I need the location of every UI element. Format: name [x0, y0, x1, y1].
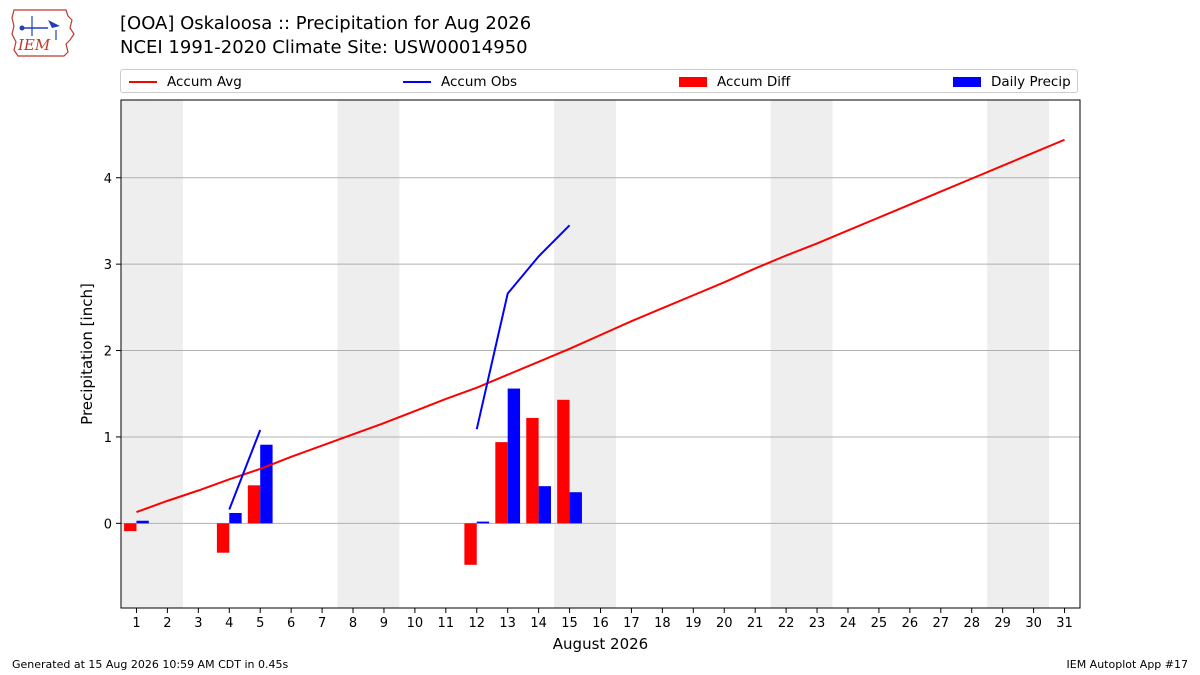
accum-diff-bar-day-13: [495, 442, 508, 524]
daily-precip-bar-day-1: [136, 520, 149, 524]
x-tick-label: 17: [623, 616, 640, 631]
x-tick-label: 31: [1056, 616, 1073, 631]
y-tick-label: 4: [104, 172, 112, 187]
weekend-shade-2: [554, 100, 616, 608]
daily-precip-bar-day-15: [569, 492, 582, 524]
y-tick-label: 1: [104, 431, 112, 446]
x-tick-label: 21: [747, 616, 764, 631]
x-tick-label: 7: [318, 616, 326, 631]
y-tick-label: 3: [104, 258, 112, 273]
weekend-shade-4: [987, 100, 1050, 608]
accum-diff-bar-day-1: [124, 523, 137, 532]
legend-daily-precip: Daily Precip: [953, 73, 1071, 91]
accum-avg-line: [136, 138, 1065, 514]
legend-accum-avg: Accum Avg: [129, 73, 242, 91]
x-tick-label: 19: [685, 616, 702, 631]
accum-diff-bar-day-5: [247, 485, 261, 524]
x-tick-label: 20: [716, 616, 733, 631]
y-axis-label: Precipitation [inch]: [78, 283, 96, 425]
x-tick-label: 28: [963, 616, 980, 631]
x-tick-label: 15: [561, 616, 578, 631]
weekend-shade-3: [770, 100, 833, 608]
accum-diff-bar-day-12: [464, 523, 477, 565]
legend-accum-obs-swatch: [403, 81, 431, 83]
daily-precip-bar-day-12: [476, 521, 490, 524]
legend-accum-obs-label: Accum Obs: [441, 74, 518, 90]
footer-generated: Generated at 15 Aug 2026 10:59 AM CDT in…: [12, 658, 289, 671]
legend-daily-precip-swatch: [953, 77, 981, 87]
x-tick-label: 10: [407, 616, 424, 631]
x-tick-label: 22: [778, 616, 795, 631]
y-tick-label: 0: [104, 517, 112, 532]
x-tick-label: 14: [530, 616, 547, 631]
x-tick-label: 1: [132, 616, 140, 631]
accum-obs-line-segment-1: [475, 224, 571, 430]
x-tick-label: 2: [163, 616, 171, 631]
accum-diff-bar-day-15: [557, 399, 570, 524]
chart-subtitle: NCEI 1991-2020 Climate Site: USW00014950: [120, 37, 528, 58]
x-tick-label: 13: [499, 616, 516, 631]
x-tick-label: 3: [194, 616, 202, 631]
legend-accum-obs: Accum Obs: [403, 73, 517, 91]
legend-accum-avg-label: Accum Avg: [167, 74, 242, 90]
x-tick-label: 30: [1025, 616, 1042, 631]
x-axis-label: August 2026: [553, 635, 648, 653]
x-tick-label: 12: [468, 616, 485, 631]
x-tick-label: 4: [225, 616, 233, 631]
daily-precip-bar-day-14: [538, 486, 552, 524]
x-tick-label: 5: [256, 616, 264, 631]
accum-obs-line-segment-0: [228, 429, 262, 510]
logo-text: IEM: [17, 36, 51, 54]
x-tick-label: 24: [840, 616, 857, 631]
x-tick-label: 6: [287, 616, 295, 631]
legend-accum-diff: Accum Diff: [679, 73, 790, 91]
x-tick-label: 11: [438, 616, 455, 631]
x-tick-label: 18: [654, 616, 671, 631]
weekend-shade-1: [337, 100, 400, 608]
footer-app: IEM Autoplot App #17: [1066, 658, 1189, 671]
x-tick-label: 29: [994, 616, 1011, 631]
x-tick-label: 25: [871, 616, 888, 631]
x-tick-label: 27: [933, 616, 950, 631]
daily-precip-bar-day-4: [229, 512, 242, 524]
x-tick-label: 8: [349, 616, 357, 631]
x-tick-label: 23: [809, 616, 826, 631]
weekend-shade-0: [121, 100, 183, 608]
daily-precip-bar-day-13: [507, 388, 521, 524]
accum-diff-bar-day-14: [526, 417, 539, 524]
legend-accum-diff-swatch: [679, 77, 707, 87]
legend: Accum Avg Accum Obs Accum Diff Daily Pre…: [120, 69, 1078, 93]
chart-title: [OOA] Oskaloosa :: Precipitation for Aug…: [120, 13, 532, 34]
y-tick-label: 2: [104, 345, 112, 360]
x-tick-label: 9: [380, 616, 388, 631]
iem-logo: IEM: [11, 9, 75, 57]
legend-accum-diff-label: Accum Diff: [717, 74, 791, 90]
x-tick-label: 16: [592, 616, 609, 631]
legend-daily-precip-label: Daily Precip: [991, 74, 1071, 90]
legend-accum-avg-swatch: [129, 81, 157, 83]
daily-precip-bar-day-5: [260, 444, 273, 524]
x-tick-label: 26: [902, 616, 919, 631]
accum-diff-bar-day-4: [216, 523, 230, 553]
